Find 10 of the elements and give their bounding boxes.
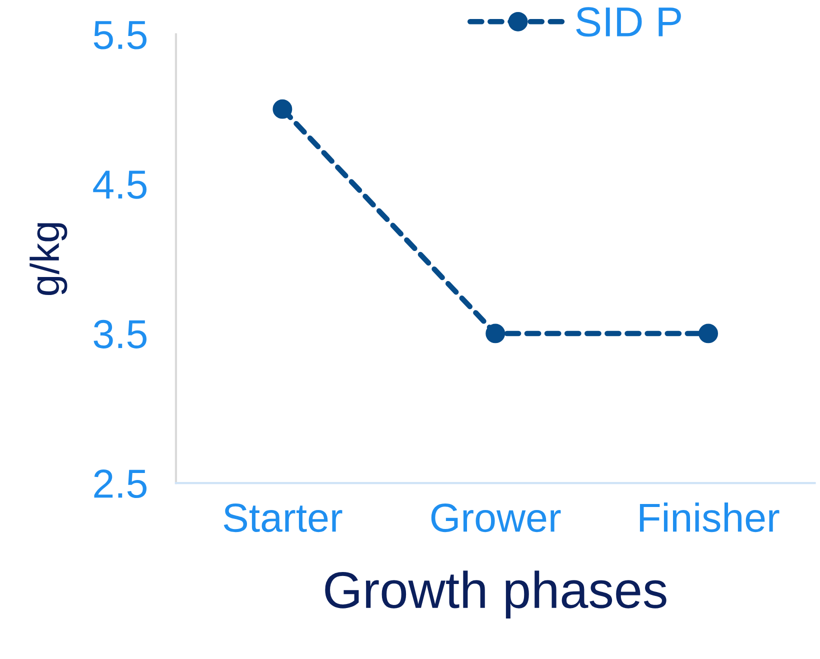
y-tick-label: 3.5 — [94, 320, 147, 348]
y-tick-label: 2.5 — [94, 470, 147, 498]
y-tick-label: 4.5 — [93, 170, 147, 199]
y-tick-label: 5.5 — [94, 21, 147, 50]
x-tick-label: Starter — [224, 504, 342, 532]
x-tick-label: Grower — [431, 504, 561, 532]
legend-label: SID P — [576, 7, 681, 37]
x-axis-title: Growth phases — [325, 570, 666, 618]
y-axis-title: g/kg — [30, 223, 68, 296]
x-tick-label: Finisher — [640, 502, 780, 532]
